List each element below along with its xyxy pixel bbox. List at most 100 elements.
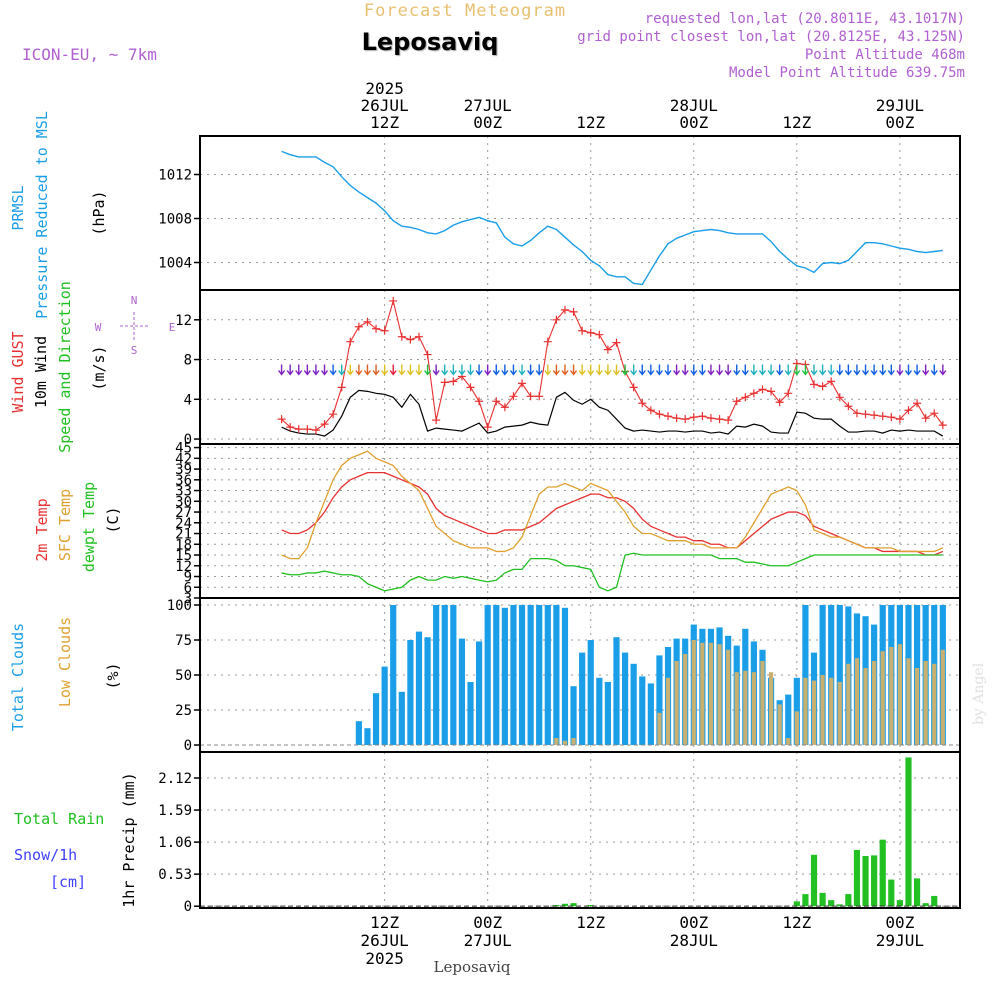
y-tick-label-clouds: 25: [175, 703, 192, 719]
y-tick-label-temperature: 21: [175, 527, 192, 543]
wind-direction-arrow: [466, 364, 475, 376]
panel-frame-pressure: [199, 135, 961, 291]
y-tick-label-clouds: 50: [175, 668, 192, 684]
y-tick-label-temperature: 12: [175, 559, 192, 575]
grid-point-coords: grid point closest lon,lat (20.8125E, 43…: [577, 29, 965, 45]
bottom-time-label: 28JUL: [670, 931, 718, 950]
wind-direction-arrow: [733, 364, 741, 376]
wind-direction-arrow: [810, 364, 818, 376]
total-cloud-bar: [613, 637, 620, 745]
total-cloud-bar: [458, 638, 466, 745]
gust-point-marker: [612, 338, 621, 347]
wind-direction-arrow: [896, 364, 904, 376]
gust-point-marker: [852, 409, 861, 418]
low-cloud-bar: [734, 672, 739, 745]
total-cloud-bar: [510, 605, 517, 745]
gust-point-marker: [844, 402, 853, 411]
low-cloud-bar: [657, 712, 662, 745]
wind-direction-arrow: [612, 364, 621, 376]
wind-direction-arrow: [630, 364, 638, 376]
total-cloud-bar: [527, 605, 534, 745]
gust-point-marker: [440, 378, 449, 387]
wind-direction-arrow: [424, 364, 432, 376]
rain-bar: [888, 879, 895, 907]
bottom-time-label: 12Z: [576, 913, 605, 932]
low-cloud-bar: [794, 711, 799, 745]
total-cloud-bar: [836, 605, 843, 745]
gust-point-marker: [646, 406, 655, 415]
gust-point-marker: [578, 326, 587, 335]
total-cloud-bar: [553, 605, 560, 745]
series-line-10m-wind: [281, 389, 944, 437]
y-tick-label-wind: 4: [184, 392, 192, 408]
top-time-label: 12Z: [782, 113, 811, 132]
footer-location: Leposaviq: [434, 958, 511, 976]
wind-direction-arrow: [312, 364, 320, 376]
y-tick-label-precip: 2.12: [158, 771, 192, 787]
y-tick-label-temperature: 45: [175, 441, 192, 457]
wind-direction-arrow: [295, 364, 303, 376]
total-cloud-bar: [596, 677, 603, 745]
wind-direction-arrow: [724, 364, 732, 376]
gust-point-marker: [921, 414, 930, 423]
total-cloud-bar: [579, 652, 586, 745]
wind-direction-arrow: [338, 364, 346, 376]
gust-point-marker: [294, 425, 303, 434]
wind-direction-arrow: [329, 364, 337, 376]
gust-point-marker: [354, 322, 363, 331]
wind-direction-arrow: [604, 364, 612, 376]
low-cloud-bar: [571, 738, 576, 745]
rain-bar: [896, 900, 903, 907]
top-time-label: 26JUL: [361, 96, 409, 115]
gust-point-marker: [363, 317, 372, 326]
gust-point-marker: [372, 324, 381, 333]
wind-direction-arrow: [303, 364, 311, 376]
total-cloud-bar: [639, 676, 646, 745]
pressure-unit-label: (hPa): [90, 190, 108, 235]
gust-point-marker: [500, 403, 509, 412]
wind-direction-arrow: [432, 364, 440, 376]
gust-point-marker: [672, 414, 681, 423]
total-cloud-bar: [484, 605, 491, 745]
wind-direction-arrow: [844, 364, 852, 376]
total-cloud-bar: [381, 666, 388, 745]
y-tick-label-pressure: 1012: [158, 168, 192, 184]
wind-direction-arrow: [655, 364, 663, 376]
total-cloud-bar: [424, 637, 431, 745]
y-tick-label-wind: 0: [184, 432, 192, 448]
total-cloud-bar: [647, 683, 654, 745]
rain-bar: [905, 757, 912, 907]
bottom-time-label: 2025: [365, 949, 404, 968]
low-cloud-bar: [674, 661, 679, 745]
y-tick-label-temperature: 30: [175, 494, 192, 510]
y-tick-label-temperature: 3: [184, 591, 192, 607]
wind-direction-arrow: [492, 364, 500, 376]
rain-bar: [828, 900, 835, 907]
total-cloud-bar: [355, 721, 362, 745]
total-cloud-bar: [802, 605, 809, 745]
low-cloud-bar: [743, 670, 748, 745]
rain-bar: [561, 903, 569, 907]
wind-direction-arrow: [509, 364, 518, 376]
gust-point-marker: [930, 409, 939, 418]
wind-direction-arrow: [544, 364, 552, 376]
wind-direction-arrow: [870, 364, 878, 376]
gust-point-marker: [810, 380, 819, 389]
y-tick-label-precip: 1.06: [158, 835, 192, 851]
gust-point-marker: [818, 382, 827, 391]
watermark: by Angel: [971, 662, 987, 725]
y-tick-label-temperature: 27: [175, 505, 192, 521]
total-cloud-bar: [450, 605, 457, 745]
wind-direction-arrow: [767, 364, 775, 376]
low-cloud-bar: [872, 661, 877, 745]
wind-direction-arrow: [406, 364, 414, 376]
rain-bar: [802, 894, 809, 907]
y-tick-label-precip: 1.59: [158, 803, 192, 819]
compass-west: W: [95, 321, 102, 334]
y-tick-label-wind: 12: [175, 313, 192, 329]
wind-direction-arrow: [475, 364, 483, 376]
gust-point-marker: [535, 392, 544, 401]
panel-frame-temperature: [199, 443, 961, 599]
total-cloud-bar: [501, 607, 508, 745]
